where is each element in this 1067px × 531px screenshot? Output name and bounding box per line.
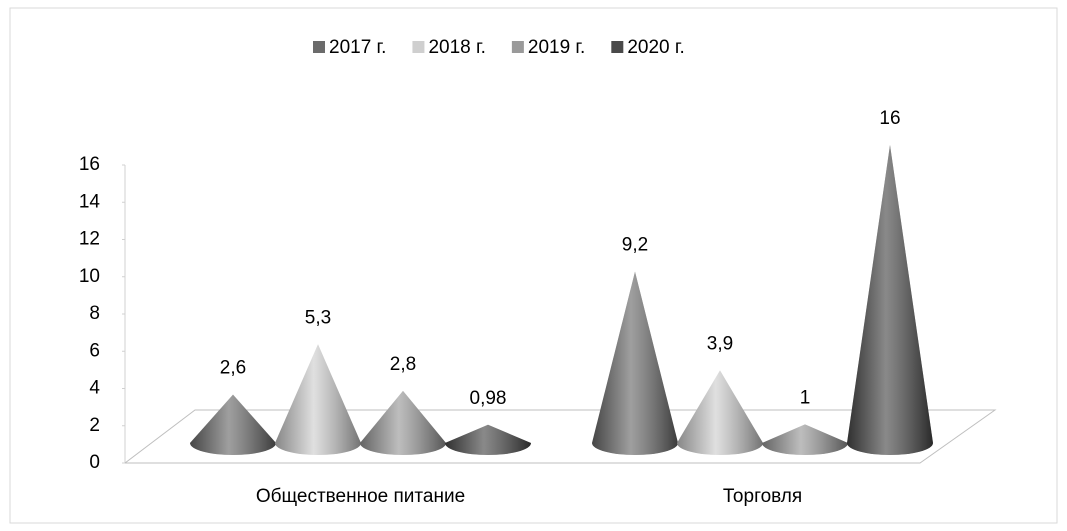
legend-label: 2019 г.	[528, 37, 585, 58]
value-label: 9,2	[622, 235, 648, 256]
legend-swatch	[412, 41, 425, 53]
value-label: 3,9	[707, 333, 733, 354]
legend-label: 2018 г.	[428, 37, 485, 58]
cone-shade	[592, 271, 678, 455]
cone-shade	[762, 424, 848, 455]
legend-label: 2017 г.	[329, 37, 386, 58]
value-label: 0,98	[470, 388, 507, 409]
value-label: 5,3	[305, 307, 331, 328]
legend-swatch	[511, 41, 524, 53]
cone-shade	[190, 394, 276, 455]
y-tick-label: 4	[89, 378, 100, 399]
y-tick-label: 10	[79, 266, 100, 287]
y-tick-label: 14	[79, 191, 101, 212]
y-tick-label: 6	[89, 340, 100, 361]
cone-shade	[360, 390, 446, 455]
value-label: 2,6	[220, 358, 246, 379]
cone-shade	[445, 424, 531, 455]
cone-shade	[275, 344, 361, 455]
legend-swatch	[313, 41, 325, 53]
y-tick-label: 12	[79, 229, 100, 250]
x-tick-label: Торговля	[723, 486, 802, 507]
legend-swatch	[611, 41, 624, 53]
x-tick-label: Общественное питание	[256, 486, 465, 507]
y-tick-label: 8	[89, 303, 100, 324]
value-label: 1	[800, 387, 811, 408]
cone-shade	[677, 370, 763, 455]
cone-shade	[847, 145, 933, 455]
y-tick-label: 0	[89, 452, 100, 473]
legend-label: 2020 г.	[627, 37, 684, 58]
value-label: 2,8	[390, 354, 416, 375]
value-label: 16	[879, 108, 900, 129]
y-tick-label: 2	[89, 415, 100, 436]
y-tick-label: 16	[79, 154, 100, 175]
